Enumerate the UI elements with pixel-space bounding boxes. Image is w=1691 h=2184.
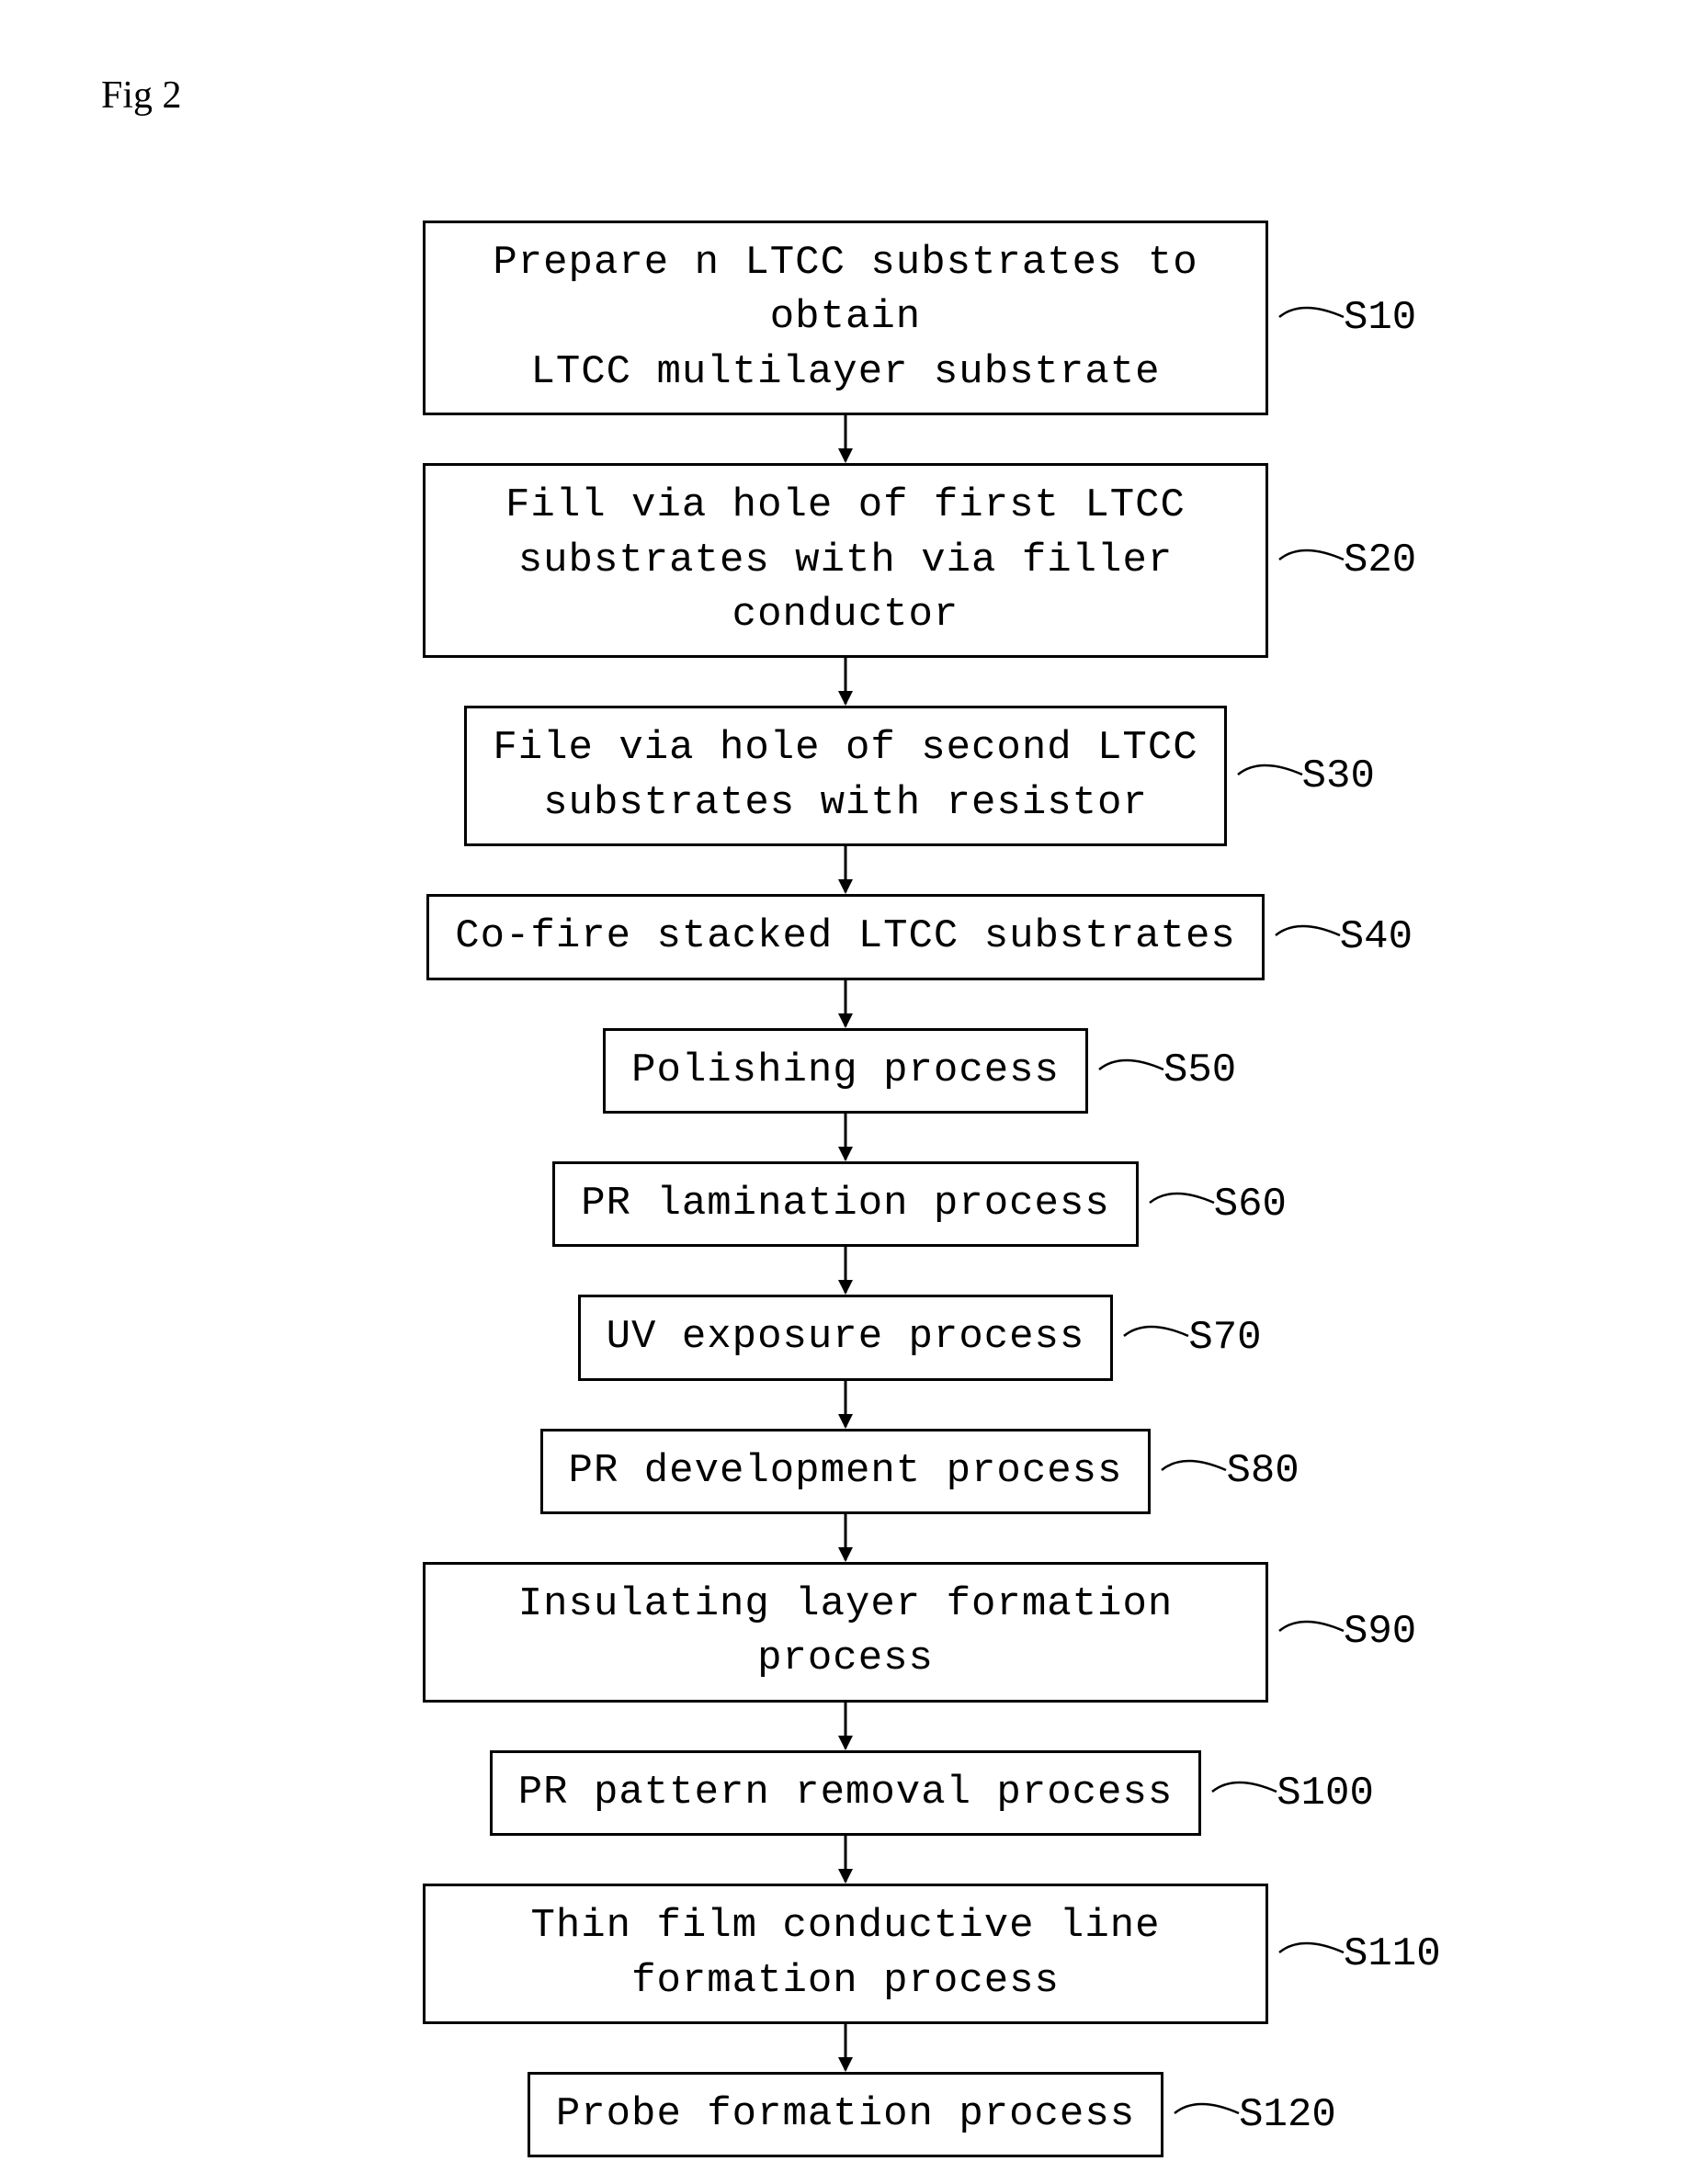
step-label: S90 (1279, 1609, 1416, 1655)
step-label: S10 (1279, 295, 1416, 341)
label-connector (1212, 1792, 1277, 1794)
step-box: File via hole of second LTCC substrates … (464, 706, 1226, 846)
label-connector (1099, 1069, 1163, 1072)
flowchart-step: Prepare n LTCC substrates to obtain LTCC… (423, 221, 1268, 415)
step-box: PR development process (540, 1429, 1152, 1514)
step-label: S120 (1175, 2092, 1336, 2138)
flowchart-step: PR development process S80 (540, 1429, 1152, 1514)
step-box: Polishing process (603, 1028, 1088, 1114)
flowchart-step: Fill via hole of first LTCC substrates w… (423, 463, 1268, 658)
step-box: PR lamination process (552, 1161, 1139, 1247)
label-connector (1124, 1336, 1188, 1339)
step-label: S60 (1150, 1182, 1287, 1228)
step-box: Prepare n LTCC substrates to obtain LTCC… (423, 221, 1268, 415)
flowchart-step: Polishing process S50 (603, 1028, 1088, 1114)
step-box: Probe formation process (528, 2072, 1163, 2157)
arrow-down-icon (834, 2024, 857, 2072)
step-label-text: S90 (1344, 1609, 1416, 1655)
step-label: S80 (1162, 1448, 1299, 1494)
arrow-down-icon (834, 1514, 857, 1562)
step-box: Fill via hole of first LTCC substrates w… (423, 463, 1268, 658)
arrow-down-icon (834, 1836, 857, 1884)
arrow-down-icon (834, 846, 857, 894)
step-label: S20 (1279, 538, 1416, 583)
flowchart-step: UV exposure process S70 (578, 1295, 1114, 1380)
figure-label: Fig 2 (101, 74, 182, 118)
step-label-text: S10 (1344, 295, 1416, 341)
step-label: S50 (1099, 1047, 1236, 1093)
arrow-down-icon (834, 1703, 857, 1750)
flowchart-step: Co-fire stacked LTCC substrates S40 (426, 894, 1265, 979)
arrow-down-icon (834, 415, 857, 463)
step-box: UV exposure process (578, 1295, 1114, 1380)
step-label: S110 (1279, 1931, 1441, 1977)
arrow-down-icon (834, 980, 857, 1028)
arrow-down-icon (834, 1114, 857, 1161)
step-box: Co-fire stacked LTCC substrates (426, 894, 1265, 979)
flowchart-step: File via hole of second LTCC substrates … (464, 706, 1226, 846)
flowchart-step: Probe formation process S120 (528, 2072, 1163, 2157)
step-label-text: S70 (1188, 1315, 1261, 1361)
label-connector (1238, 775, 1302, 777)
flowchart-step: Insulating layer formation process S90 (423, 1562, 1268, 1703)
label-connector (1279, 1631, 1344, 1634)
step-label-text: S120 (1239, 2092, 1336, 2138)
step-label-text: S50 (1163, 1047, 1236, 1093)
step-label-text: S40 (1340, 914, 1413, 960)
label-connector (1279, 1952, 1344, 1955)
arrow-down-icon (834, 1381, 857, 1429)
arrow-down-icon (834, 658, 857, 706)
label-connector (1162, 1470, 1226, 1473)
step-label: S100 (1212, 1771, 1374, 1816)
step-label: S70 (1124, 1315, 1261, 1361)
step-box: Insulating layer formation process (423, 1562, 1268, 1703)
flowchart-container: Prepare n LTCC substrates to obtain LTCC… (423, 221, 1268, 2157)
arrow-down-icon (834, 1247, 857, 1295)
step-label-text: S110 (1344, 1931, 1441, 1977)
step-label-text: S100 (1277, 1771, 1374, 1816)
step-label-text: S60 (1214, 1182, 1287, 1228)
label-connector (1175, 2113, 1239, 2116)
label-connector (1279, 317, 1344, 320)
step-box: PR pattern removal process (490, 1750, 1202, 1836)
step-label: S40 (1276, 914, 1413, 960)
step-label-text: S30 (1302, 753, 1375, 799)
flowchart-step: PR pattern removal process S100 (490, 1750, 1202, 1836)
step-label: S30 (1238, 753, 1375, 799)
label-connector (1150, 1203, 1214, 1205)
step-box: Thin film conductive line formation proc… (423, 1884, 1268, 2024)
step-label-text: S20 (1344, 538, 1416, 583)
label-connector (1279, 560, 1344, 562)
label-connector (1276, 935, 1340, 938)
step-label-text: S80 (1226, 1448, 1299, 1494)
flowchart-step: Thin film conductive line formation proc… (423, 1884, 1268, 2024)
flowchart-step: PR lamination process S60 (552, 1161, 1139, 1247)
